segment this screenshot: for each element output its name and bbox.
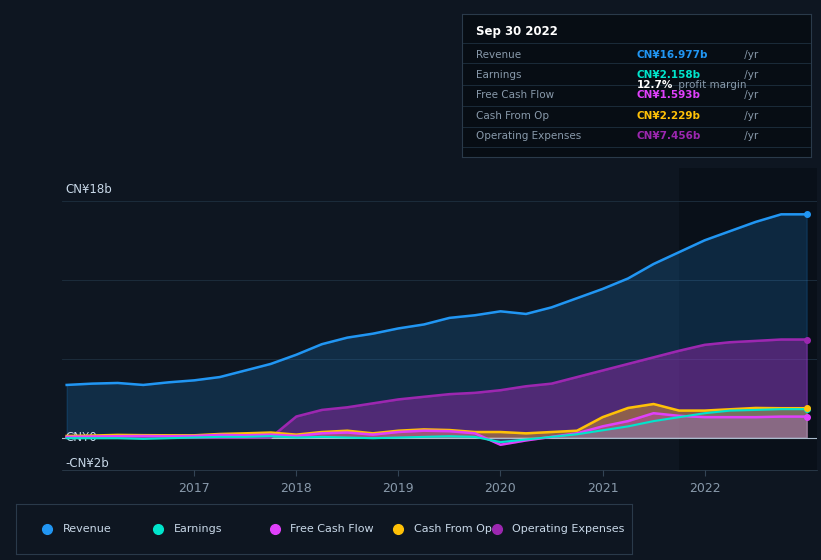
- Text: Earnings: Earnings: [476, 69, 521, 80]
- Text: Operating Expenses: Operating Expenses: [476, 131, 581, 141]
- Bar: [679, 168, 817, 470]
- Text: CN¥16.977b: CN¥16.977b: [637, 50, 709, 60]
- Text: /yr: /yr: [741, 111, 759, 121]
- Text: CN¥2.158b: CN¥2.158b: [637, 69, 701, 80]
- Text: Cash From Op: Cash From Op: [414, 524, 492, 534]
- Text: Free Cash Flow: Free Cash Flow: [291, 524, 374, 534]
- Text: CN¥2.229b: CN¥2.229b: [637, 111, 700, 121]
- Text: Earnings: Earnings: [173, 524, 222, 534]
- Text: Sep 30 2022: Sep 30 2022: [476, 25, 558, 39]
- Text: Revenue: Revenue: [476, 50, 521, 60]
- Text: /yr: /yr: [741, 90, 759, 100]
- Text: profit margin: profit margin: [675, 81, 746, 90]
- Text: /yr: /yr: [741, 50, 759, 60]
- Text: /yr: /yr: [741, 131, 759, 141]
- Text: Free Cash Flow: Free Cash Flow: [476, 90, 554, 100]
- Text: Operating Expenses: Operating Expenses: [512, 524, 625, 534]
- Text: 12.7%: 12.7%: [637, 81, 673, 90]
- Text: Cash From Op: Cash From Op: [476, 111, 549, 121]
- Text: CN¥7.456b: CN¥7.456b: [637, 131, 701, 141]
- Text: CN¥1.593b: CN¥1.593b: [637, 90, 700, 100]
- Text: /yr: /yr: [741, 69, 759, 80]
- Text: Revenue: Revenue: [62, 524, 112, 534]
- Text: CN¥18b: CN¥18b: [66, 183, 112, 195]
- Text: CN¥0: CN¥0: [66, 431, 97, 444]
- Text: -CN¥2b: -CN¥2b: [66, 458, 109, 470]
